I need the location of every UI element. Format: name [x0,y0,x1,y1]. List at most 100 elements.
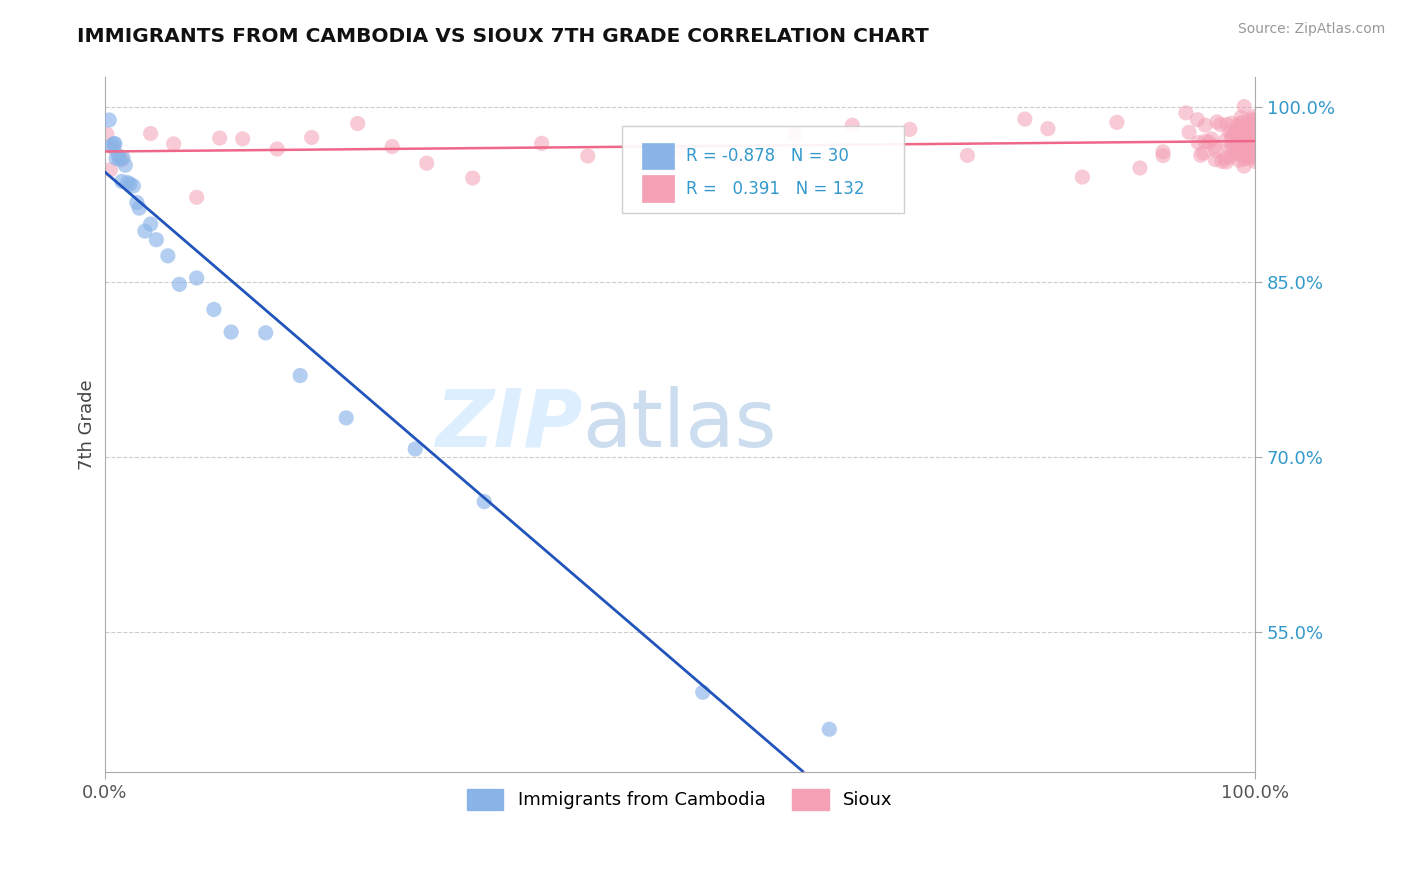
Point [1243,128,1265,143]
Point [1219,150,1241,164]
Point [1189,148,1212,162]
Point [1243,123,1265,137]
Point [111,153,134,167]
Point [1234,150,1257,164]
Point [1209,118,1232,132]
Point [415,156,437,170]
Point [1213,152,1236,166]
Y-axis label: 7th Grade: 7th Grade [79,379,96,470]
Point [898,122,921,136]
Point [1187,136,1209,150]
Point [1216,118,1239,132]
Point [254,326,277,340]
Point [1241,134,1264,148]
Point [1241,131,1264,145]
Point [1243,143,1265,157]
Point [692,685,714,699]
Point [104,136,127,151]
Point [125,195,148,210]
Point [1036,121,1059,136]
Point [134,224,156,238]
Point [346,116,368,130]
Point [111,174,134,188]
Point [1234,151,1257,165]
Point [818,723,841,737]
Point [1237,129,1260,144]
Point [1198,135,1220,149]
Point [1232,115,1254,129]
Text: Source: ZipAtlas.com: Source: ZipAtlas.com [1237,22,1385,37]
Point [1223,139,1246,153]
Point [105,152,128,166]
Point [1234,141,1257,155]
Point [1206,115,1229,129]
Point [668,145,690,159]
Point [186,271,208,285]
Point [208,131,231,145]
Point [1219,124,1241,138]
Point [186,190,208,204]
Point [1174,106,1197,120]
Point [1232,130,1254,145]
Point [1192,145,1215,160]
Point [117,176,139,190]
Point [1232,140,1254,154]
Point [1243,113,1265,128]
Point [1241,141,1264,155]
Point [98,113,121,128]
Point [1241,123,1264,137]
Point [103,136,125,151]
Point [139,127,162,141]
Point [530,136,553,151]
Point [266,142,288,156]
Point [108,152,131,166]
Point [1243,149,1265,163]
Point [1243,154,1265,169]
Point [1237,129,1260,144]
Point [1071,169,1094,184]
Text: IMMIGRANTS FROM CAMBODIA VS SIOUX 7TH GRADE CORRELATION CHART: IMMIGRANTS FROM CAMBODIA VS SIOUX 7TH GR… [77,27,929,45]
Point [1237,136,1260,150]
Point [1215,133,1237,147]
Point [1243,122,1265,136]
Point [1220,141,1243,155]
Point [96,128,118,142]
Point [1237,149,1260,163]
Point [1220,130,1243,145]
Point [1220,116,1243,130]
Point [1229,117,1251,131]
Point [1227,153,1250,168]
Point [1239,137,1261,152]
Point [1241,146,1264,161]
Point [1233,133,1256,147]
Point [1211,154,1233,169]
Point [103,141,125,155]
Point [1243,142,1265,156]
Point [202,302,225,317]
Point [1201,132,1223,146]
Point [301,130,323,145]
Text: ZIP: ZIP [434,385,582,464]
Point [1233,159,1256,173]
Point [783,128,806,142]
Point [1225,146,1247,161]
Point [1204,139,1226,153]
Point [156,249,179,263]
Point [472,494,495,508]
Point [725,153,748,168]
Point [1204,153,1226,167]
Point [1227,131,1250,145]
Point [1194,134,1216,148]
Point [111,151,134,165]
Point [139,217,162,231]
Point [1233,153,1256,167]
Text: R =   0.391   N = 132: R = 0.391 N = 132 [686,179,865,198]
Point [1243,110,1265,124]
Point [162,136,184,151]
Point [1227,128,1250,143]
Point [122,178,145,193]
Point [1226,128,1249,143]
Point [145,233,167,247]
Point [1233,147,1256,161]
Point [1240,132,1263,146]
